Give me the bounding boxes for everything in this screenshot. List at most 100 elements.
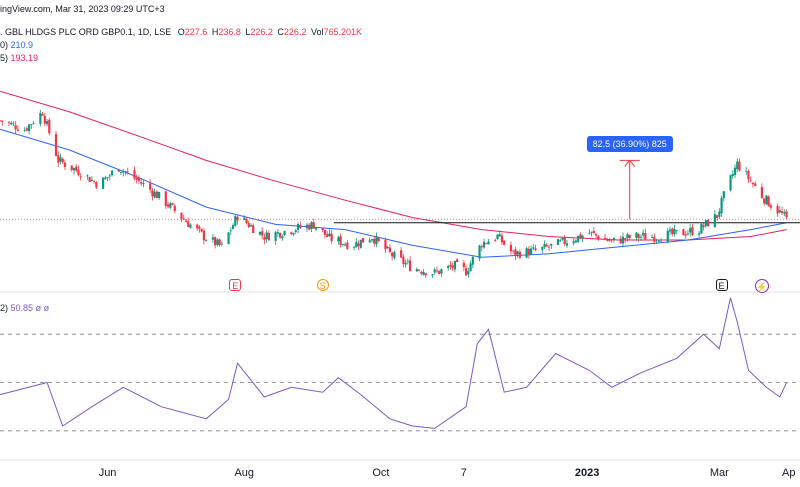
- candle-body: [637, 234, 640, 239]
- candle-body: [90, 179, 93, 181]
- candle-body: [751, 182, 755, 185]
- candle: [77, 165, 80, 177]
- candle: [310, 221, 313, 233]
- earnings-event-icon[interactable]: E: [715, 279, 728, 291]
- candle: [32, 120, 35, 125]
- candle-body: [39, 113, 42, 124]
- candle: [420, 270, 423, 276]
- candle: [767, 195, 770, 207]
- candle-body: [525, 248, 528, 258]
- rsi-params: 2): [0, 303, 9, 313]
- candle: [70, 165, 73, 172]
- candle-body: [1, 120, 4, 122]
- candle: [496, 233, 499, 240]
- candle: [276, 229, 279, 237]
- candle: [258, 231, 262, 236]
- candle: [769, 202, 772, 210]
- candle: [637, 233, 640, 242]
- candle-body: [424, 273, 427, 276]
- candle-body: [659, 240, 663, 242]
- candle-body: [352, 246, 356, 248]
- candle-body: [79, 176, 82, 178]
- candle-body: [171, 203, 174, 205]
- candle: [608, 238, 611, 242]
- candle-body: [330, 233, 333, 242]
- candle-body: [63, 162, 67, 167]
- candle-body: [373, 238, 376, 244]
- candle: [415, 267, 418, 272]
- candle-body: [783, 212, 786, 214]
- candle-body: [451, 265, 454, 268]
- earnings-event-icon[interactable]: E: [229, 279, 242, 291]
- candle-body: [738, 161, 741, 171]
- candle-body: [119, 172, 123, 173]
- candle: [218, 238, 221, 247]
- candle: [261, 227, 264, 240]
- open-label: O: [177, 27, 185, 37]
- ma-slow-legend[interactable]: 5) 193.19: [0, 53, 38, 63]
- candle: [738, 158, 741, 172]
- candle-body: [198, 226, 201, 229]
- candle-body: [200, 228, 203, 232]
- candle: [384, 237, 387, 253]
- candle-body: [626, 234, 629, 239]
- candle: [783, 209, 786, 217]
- candle-body: [496, 234, 499, 240]
- candle-body: [86, 175, 89, 177]
- candle: [352, 245, 356, 251]
- candle-body: [666, 230, 669, 243]
- candle: [122, 168, 125, 177]
- flash-event-icon[interactable]: ⚡: [754, 279, 769, 293]
- candle-body: [431, 274, 434, 276]
- candle: [720, 195, 723, 217]
- candle: [164, 190, 167, 210]
- candle-body: [624, 238, 627, 240]
- candle-body: [117, 169, 120, 172]
- candle-body: [247, 223, 250, 228]
- candle-body: [561, 237, 564, 240]
- candle-body: [108, 175, 111, 177]
- split-event-icon[interactable]: S: [316, 279, 329, 291]
- candle-body: [478, 245, 481, 259]
- candle-body: [243, 217, 246, 221]
- candle-body: [231, 225, 235, 230]
- candle: [377, 237, 380, 243]
- ma-fast-legend[interactable]: 0) 210.9: [0, 40, 33, 50]
- candle-body: [456, 259, 459, 263]
- candle: [346, 240, 349, 251]
- candle-body: [754, 183, 757, 186]
- candle-body: [500, 235, 504, 243]
- candle-body: [205, 240, 208, 241]
- vol-label: Vol: [310, 27, 324, 37]
- candle: [245, 216, 248, 225]
- candle-body: [321, 228, 324, 230]
- candle: [498, 230, 501, 237]
- candle: [485, 242, 488, 245]
- candle: [79, 173, 82, 181]
- candle-body: [736, 161, 739, 170]
- x-tick-label: Ap: [782, 467, 796, 479]
- candle: [149, 179, 152, 193]
- candle-body: [780, 211, 784, 214]
- candle-body: [220, 243, 223, 245]
- candle-body: [785, 211, 788, 218]
- candle: [751, 182, 755, 188]
- candle: [72, 167, 76, 175]
- candle-body: [402, 256, 405, 264]
- candle: [525, 246, 528, 259]
- candle-body: [343, 244, 347, 246]
- candle: [117, 169, 120, 172]
- candle: [400, 246, 403, 259]
- candle: [1, 120, 4, 126]
- rsi-extra: ø ø: [35, 303, 50, 313]
- candle: [137, 175, 141, 185]
- price-measure-tool[interactable]: [619, 159, 640, 220]
- candle: [729, 174, 732, 192]
- candle: [93, 180, 96, 184]
- candle-body: [166, 204, 170, 207]
- candle-body: [326, 234, 329, 238]
- candle-body: [155, 191, 158, 199]
- candle-body: [341, 244, 344, 245]
- rsi-legend[interactable]: 2) 50.85 ø ø: [0, 303, 49, 313]
